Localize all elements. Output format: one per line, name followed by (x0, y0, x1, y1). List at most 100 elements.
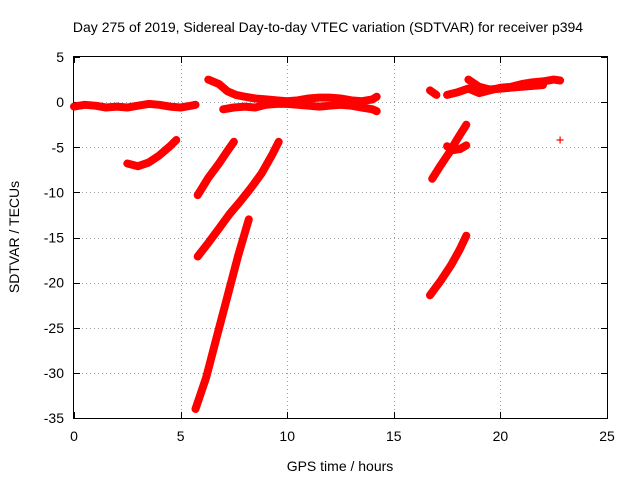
data-point (443, 91, 451, 99)
data-point (447, 261, 455, 269)
data-point (215, 159, 223, 167)
y-tick-label: -25 (44, 320, 64, 336)
data-point (518, 83, 526, 91)
data-point (443, 142, 451, 150)
data-point (241, 93, 249, 101)
x-tick-label: 0 (70, 428, 78, 444)
series-arc-3 (193, 137, 238, 200)
data-point (273, 100, 281, 108)
data-point (358, 104, 366, 112)
data-point (81, 101, 89, 109)
data-point (224, 147, 232, 155)
y-tick-label: -10 (44, 184, 64, 200)
data-point (251, 95, 259, 103)
data-point (177, 104, 185, 112)
data-point (326, 94, 334, 102)
data-point (347, 102, 355, 110)
series-arc-4 (193, 137, 283, 261)
data-point (462, 121, 470, 129)
data-point (155, 101, 163, 109)
y-tick-label: 0 (56, 94, 64, 110)
data-point (539, 81, 547, 89)
x-tick-label: 10 (279, 428, 295, 444)
data-point (556, 136, 564, 144)
data-point (373, 107, 381, 115)
data-point (236, 197, 244, 205)
data-point (166, 142, 174, 150)
data-point (507, 84, 515, 92)
data-point (145, 100, 153, 108)
grid (74, 57, 607, 418)
data-point (215, 224, 223, 232)
data-point (550, 76, 558, 84)
data-point (155, 151, 163, 159)
data-point (462, 232, 470, 240)
data-point (262, 101, 270, 109)
data-point (462, 141, 470, 149)
data-point (241, 103, 249, 111)
x-axis-label: GPS time / hours (287, 458, 394, 474)
data-point (437, 277, 445, 285)
data-point (305, 102, 313, 110)
y-tick-label: -5 (52, 139, 65, 155)
data-point (368, 95, 376, 103)
data-point (145, 159, 153, 167)
data-point (113, 103, 121, 111)
data-point (213, 333, 221, 341)
data-point (528, 82, 536, 90)
data-point (219, 105, 227, 113)
data-point (123, 159, 131, 167)
data-point (204, 76, 212, 84)
data-point (454, 134, 462, 142)
data-point (194, 252, 202, 260)
data-point (368, 105, 376, 113)
x-tick-label: 5 (177, 428, 185, 444)
data-point (428, 175, 436, 183)
data-point (247, 184, 255, 192)
data-point (134, 162, 142, 170)
data-point (234, 252, 242, 260)
axis-ticks: 0 5 10 15 20 25 5 0 -5 -10 -15 -20 -25 -30 -35 (44, 49, 615, 444)
data-point (70, 103, 78, 111)
x-tick-label: 25 (599, 428, 615, 444)
data-point (373, 93, 381, 101)
data-point (251, 104, 259, 112)
y-axis-label: SDTVAR / TECUs (6, 181, 22, 293)
data-point (464, 76, 472, 84)
data-point (204, 239, 212, 247)
series-arc-11 (426, 231, 471, 300)
data-point (166, 103, 174, 111)
data-point (437, 161, 445, 169)
data-point (315, 103, 323, 111)
data-point (475, 83, 483, 91)
data-point (283, 100, 291, 108)
series-arc-8 (426, 86, 441, 99)
series-arc-5 (191, 215, 253, 413)
y-tick-label: -35 (44, 410, 64, 426)
data-point (226, 210, 234, 218)
data-point (268, 150, 276, 158)
data-point (224, 292, 232, 300)
data-point (496, 85, 504, 93)
data-point (194, 191, 202, 199)
data-point (275, 138, 283, 146)
data-point (456, 245, 464, 253)
data-point (91, 102, 99, 110)
data-point (230, 138, 238, 146)
data-point (464, 85, 472, 93)
data-point (337, 101, 344, 109)
data-point (294, 101, 302, 109)
data-point (432, 91, 440, 99)
data-point (456, 145, 464, 153)
y-tick-label: -15 (44, 230, 64, 246)
data-point (134, 102, 142, 110)
data-point (215, 80, 223, 88)
x-tick-label: 20 (493, 428, 509, 444)
data-point (426, 86, 434, 94)
data-point (187, 102, 195, 110)
data-point (230, 104, 238, 112)
data-point (245, 215, 253, 223)
data-point (172, 136, 180, 144)
data-point (123, 104, 131, 112)
y-tick-label: -20 (44, 275, 64, 291)
